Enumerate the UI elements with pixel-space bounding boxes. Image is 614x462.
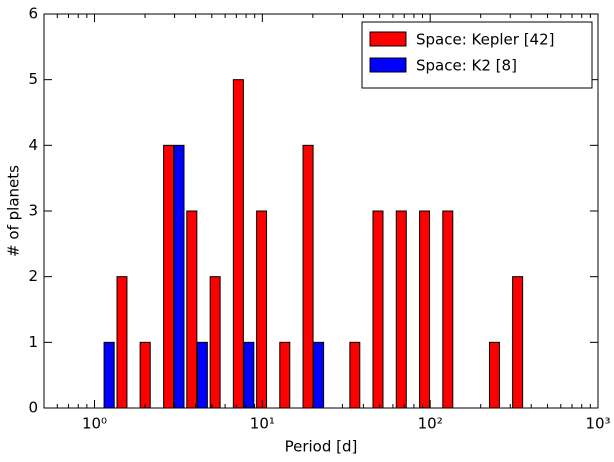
bar: [419, 210, 431, 409]
y-tick-label: 5: [28, 70, 38, 88]
y-axis-label: # of planets: [5, 165, 23, 257]
bar: [173, 144, 185, 409]
bar: [349, 341, 361, 409]
y-tick-label: 4: [28, 136, 38, 154]
y-tick-label: 3: [28, 202, 38, 220]
bar: [116, 276, 128, 409]
bar: [313, 341, 325, 409]
legend-label: Space: K2 [8]: [416, 57, 517, 75]
bar: [256, 210, 268, 409]
x-tick-label: 10¹: [250, 415, 275, 433]
x-tick-label: 10⁰: [82, 415, 107, 433]
bar: [442, 210, 454, 409]
bar: [163, 144, 175, 409]
bar: [302, 144, 314, 409]
bar: [209, 276, 221, 409]
bar: [139, 341, 151, 409]
bar: [186, 210, 198, 409]
legend-label: Space: Kepler [42]: [416, 31, 555, 49]
y-tick-label: 2: [28, 267, 38, 285]
y-tick-label: 1: [28, 333, 38, 351]
bar: [279, 341, 291, 409]
x-tick-label: 10²: [418, 415, 443, 433]
x-axis-label: Period [d]: [285, 438, 358, 456]
legend-swatch: [369, 31, 407, 47]
bar: [488, 341, 500, 409]
bar: [243, 341, 255, 409]
bar: [512, 276, 524, 409]
bar: [103, 341, 115, 409]
bar: [372, 210, 384, 409]
legend-swatch: [369, 57, 407, 73]
bar: [232, 79, 244, 409]
y-tick-label: 6: [28, 5, 38, 23]
x-tick-label: 10³: [585, 415, 610, 433]
y-tick-label: 0: [28, 399, 38, 417]
bar: [196, 341, 208, 409]
bar: [395, 210, 407, 409]
